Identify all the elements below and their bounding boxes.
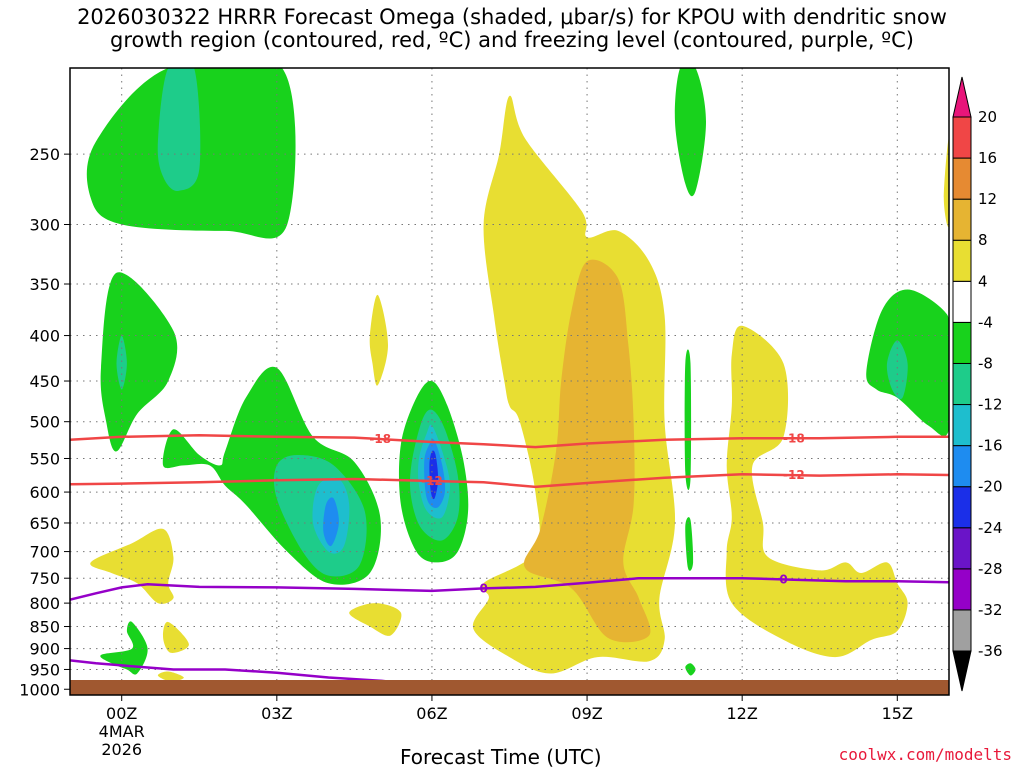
colorbar-band-6 (952, 362, 972, 406)
x-tick-label-06Z: 06Z (416, 704, 447, 723)
omega-shading (86, 68, 949, 682)
y-tick-label-300: 300 (29, 216, 60, 235)
colorbar-label--28: -28 (978, 560, 1003, 578)
omega-region-neg4-2 (100, 272, 178, 452)
y-tick-label-1000: 1000 (19, 680, 60, 699)
omega-region-pos4-28 (943, 138, 949, 227)
contour-label-freezing-2-0: 0 (479, 581, 487, 595)
contour-freezing-2 (70, 576, 949, 601)
colorbar-band-8 (952, 280, 972, 323)
omega-region-pos4-27 (725, 325, 908, 658)
y-tick-label-650: 650 (29, 514, 60, 533)
colorbar-band-0 (952, 609, 972, 652)
colorbar-label--20: -20 (978, 478, 1003, 496)
omega-region-pos4-24 (162, 621, 189, 653)
x-tick-label-03Z: 03Z (261, 704, 292, 723)
colorbar-band-1 (952, 568, 972, 611)
omega-region-pos4-22 (369, 294, 388, 386)
colorbar-label--8: -8 (978, 354, 993, 372)
colorbar-label-16: 16 (978, 149, 997, 167)
contour-dgz-0 (70, 434, 949, 449)
colorbar-label-4: 4 (978, 272, 988, 290)
title-line-2: growth region (contoured, red, ºC) and f… (110, 28, 914, 52)
x-tick-label-09Z: 09Z (571, 704, 602, 723)
colorbar-label--24: -24 (978, 519, 1003, 537)
colorbar-band-7 (952, 321, 972, 364)
omega-region-neg4-13 (100, 621, 148, 675)
contour-label-dgz-0-1: -18 (783, 431, 805, 445)
colorbar-band-11 (952, 157, 972, 200)
contour-label-dgz-0-0: -18 (369, 432, 391, 446)
omega-region-neg20-12 (429, 450, 439, 500)
title-line-1: 2026030322 HRRR Forecast Omega (shaded, … (77, 5, 947, 29)
y-axis: 250 300 350 400 450 500 550 600 650 700 750 800 850 9… (19, 145, 70, 699)
y-tick-label-550: 550 (29, 449, 60, 468)
omega-region-neg16-7 (323, 497, 339, 547)
y-tick-label-350: 350 (29, 275, 60, 294)
x-tick-label-15Z: 15Z (882, 704, 913, 723)
credit-link[interactable]: coolwx.com/modelts (838, 745, 1012, 764)
contour-label-dgz-1-0: -12 (421, 474, 443, 488)
omega-region-neg4-16 (685, 517, 694, 571)
x-axis-label: Forecast Time (UTC) (400, 745, 602, 769)
colorbar-label--36: -36 (978, 642, 1003, 660)
colorbar-band-12 (952, 116, 972, 159)
omega-region-neg4-18 (866, 289, 949, 437)
colorbar-label--32: -32 (978, 601, 1003, 619)
colorbar-band-5 (952, 404, 972, 447)
omega-region-neg4-14 (674, 68, 706, 197)
y-tick-label-450: 450 (29, 372, 60, 391)
x-tick-year: 2026 (101, 740, 142, 759)
colorbar-label-20: 20 (978, 108, 997, 126)
colorbar-band-4 (952, 445, 972, 488)
y-tick-label-400: 400 (29, 327, 60, 346)
y-tick-label-250: 250 (29, 145, 60, 164)
omega-region-neg8-1 (157, 68, 201, 191)
omega-region-neg8-19 (886, 340, 908, 400)
y-tick-label-800: 800 (29, 594, 60, 613)
chart-title: 2026030322 HRRR Forecast Omega (shaded, … (0, 6, 1024, 52)
y-tick-label-750: 750 (29, 569, 60, 588)
colorbar-label-12: 12 (978, 190, 997, 208)
colorbar-label-8: 8 (978, 231, 988, 249)
y-tick-label-600: 600 (29, 483, 60, 502)
omega-region-pos4-26 (349, 603, 402, 636)
omega-region-neg4-15 (684, 349, 692, 491)
y-tick-label-850: 850 (29, 618, 60, 637)
y-tick-label-900: 900 (29, 640, 60, 659)
contour-label-dgz-1-1: -12 (783, 468, 805, 482)
x-tick-date: 4MAR (99, 722, 145, 741)
contour-label-freezing-2-1: 0 (779, 572, 787, 586)
y-tick-label-700: 700 (29, 543, 60, 562)
omega-region-pos4-25 (157, 671, 184, 682)
colorbar-bottom-arrow (952, 650, 972, 692)
colorbar-top-arrow (952, 76, 972, 118)
colorbar: -36 -32 -28 -24 -20 -16 -12 -8 -4 4 8 12 16 20 (952, 76, 1003, 692)
contour-dgz-1 (70, 473, 949, 489)
colorbar-band-10 (952, 198, 972, 241)
y-tick-label-950: 950 (29, 660, 60, 679)
x-tick-label-00Z: 00Z (106, 704, 137, 723)
omega-region-neg4-17 (685, 663, 696, 676)
colorbar-band-3 (952, 486, 972, 529)
colorbar-label--16: -16 (978, 437, 1003, 455)
omega-region-pos8-21 (523, 259, 651, 643)
omega-region-neg8-3 (116, 335, 127, 390)
colorbar-label--12: -12 (978, 396, 1003, 414)
colorbar-label--4: -4 (978, 313, 993, 331)
colorbar-band-9 (952, 239, 972, 282)
y-tick-label-500: 500 (29, 413, 60, 432)
x-tick-label-12Z: 12Z (727, 704, 758, 723)
colorbar-band-2 (952, 527, 972, 570)
surface-bar (70, 680, 949, 695)
gridlines (70, 68, 949, 695)
